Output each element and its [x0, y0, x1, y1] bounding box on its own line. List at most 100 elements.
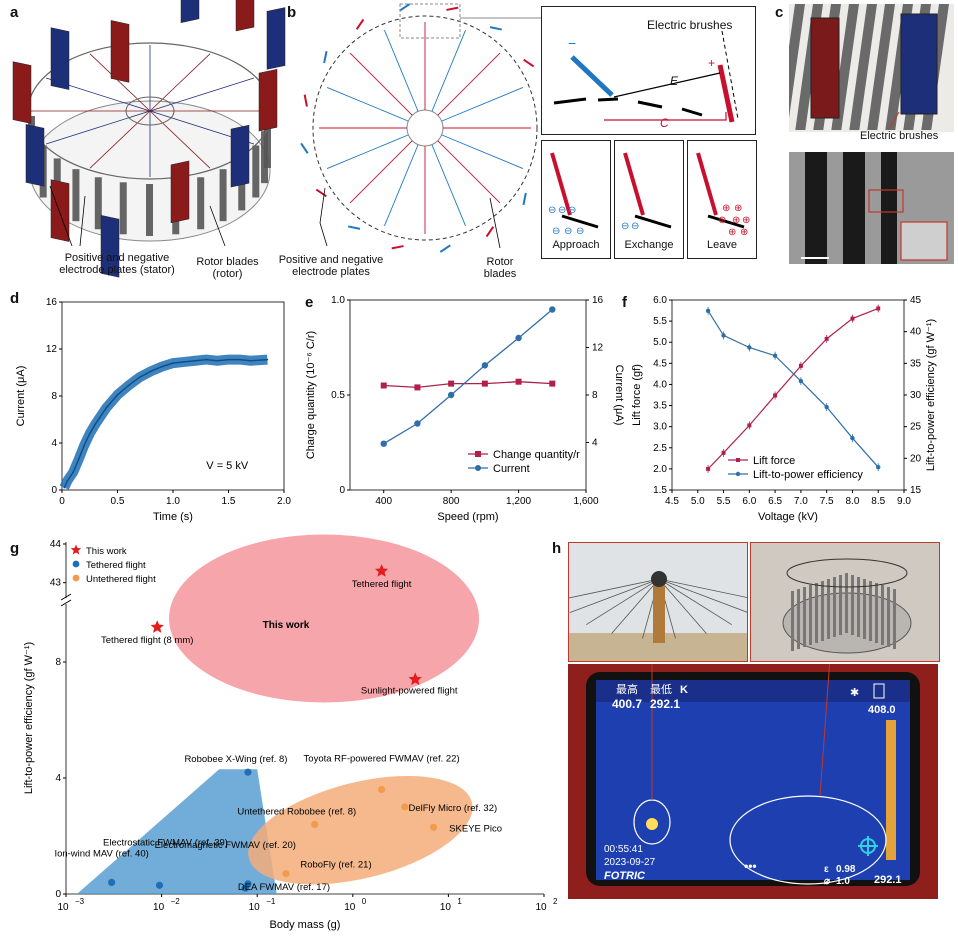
data-point — [824, 336, 829, 341]
data-point — [155, 881, 164, 889]
panel-b-schematic — [300, 3, 550, 253]
y-right-tick-label: 25 — [910, 422, 922, 433]
electrode-plate — [303, 94, 308, 107]
series-line — [707, 310, 879, 468]
data-point — [850, 316, 855, 321]
star-marker — [70, 544, 82, 555]
legend-label: Current — [493, 463, 530, 475]
point-label: Robobee X-Wing (ref. 8) — [184, 754, 287, 765]
brush-segment — [553, 97, 587, 105]
rotor-blade — [803, 587, 806, 647]
data-point — [238, 358, 241, 361]
data-point — [127, 384, 130, 387]
negative-plate — [900, 13, 938, 115]
x-tick-label: 5.5 — [717, 496, 731, 507]
panel-letter-e: e — [305, 294, 314, 311]
electrode-plate — [446, 6, 459, 11]
y-tick-label: 0 — [51, 485, 57, 496]
x-tick-label: 1,200 — [506, 496, 531, 507]
series-line — [383, 309, 553, 445]
color-scale-bar — [886, 720, 896, 860]
x-tick-exponent: 1 — [457, 897, 462, 906]
rotor-blade — [119, 182, 127, 235]
pointer-line — [819, 664, 831, 797]
data-point — [447, 391, 455, 399]
electrode-plate — [485, 226, 495, 238]
hot-spot — [646, 818, 658, 830]
hub — [651, 571, 667, 587]
pointer-line — [79, 195, 86, 247]
data-point — [83, 444, 85, 447]
y-tick-label: 16 — [46, 297, 58, 308]
emissivity-value: 0.98 — [836, 864, 856, 875]
thermal-date: 2023-09-27 — [604, 857, 656, 868]
panel-letter-h: h — [552, 540, 562, 557]
rotor-blade — [197, 177, 205, 230]
y-tick-label: 3.5 — [653, 401, 667, 412]
panel-b-rotor-label: Rotor blades — [483, 256, 517, 280]
spoke-line — [384, 29, 419, 112]
x-tick-exponent: 0 — [362, 897, 367, 906]
y-tick-label: 0 — [339, 485, 345, 496]
data-point — [772, 353, 778, 358]
data-point — [244, 768, 252, 776]
point-label: Untethered Robobee (ref. 8) — [237, 806, 356, 817]
data-point — [72, 471, 74, 474]
charge-symbol: ⊕ — [718, 215, 726, 226]
x-tick-label: 6.5 — [768, 496, 782, 507]
legend-marker — [735, 471, 741, 477]
rotor-blade-frame — [658, 578, 747, 613]
data-point — [414, 384, 421, 391]
brush-bar — [634, 214, 672, 229]
x-tick-label: 10 — [344, 902, 356, 913]
y-tick-label: 2.5 — [653, 443, 667, 454]
electrode-plate — [266, 7, 286, 70]
rotor-blade — [875, 583, 878, 643]
x-tick-exponent: −3 — [75, 897, 85, 906]
distance-symbol: ⌀ — [824, 876, 831, 887]
data-point — [161, 365, 163, 368]
legend-label: Tethered flight — [86, 560, 146, 571]
x-tick-exponent: −2 — [171, 897, 181, 906]
panel-h-photo-right — [750, 542, 940, 662]
electrode-plate — [258, 68, 278, 132]
rotor-blade — [849, 4, 878, 130]
data-point — [515, 334, 522, 342]
rotor-blade — [887, 587, 890, 647]
panel-c-micrograph-drawing — [789, 152, 954, 264]
thermal-more-dots[interactable]: ••• — [744, 859, 757, 873]
inset-C-label: C — [660, 116, 669, 130]
drum-top — [786, 558, 908, 588]
x-tick-label: 10 — [57, 902, 69, 913]
y-right-axis-label: Current (μA) — [613, 365, 625, 426]
data-point — [798, 378, 804, 384]
x-axis-label: Speed (rpm) — [437, 511, 498, 523]
spoke-line — [441, 134, 524, 169]
mount-post — [653, 583, 665, 643]
current-trace — [63, 358, 268, 488]
charge-symbol: ⊖ — [552, 226, 560, 237]
thermal-max-value: 400.7 — [612, 697, 643, 711]
y-axis-label: Lift force (gf) — [631, 364, 643, 426]
axis-break-mark — [60, 599, 72, 607]
y-right-tick-label: 8 — [592, 390, 598, 401]
x-tick-label: 1.5 — [222, 496, 236, 507]
rotor-blade — [867, 4, 896, 130]
thermal-scale-bottom: 292.1 — [874, 874, 902, 886]
data-point — [205, 358, 208, 361]
y-axis-label: Lift-to-power efficiency (gf W⁻¹) — [23, 642, 35, 794]
x-tick-label: 7.0 — [794, 496, 808, 507]
data-point — [824, 404, 829, 410]
micrograph-stripe — [805, 152, 827, 264]
data-point — [249, 359, 252, 362]
step-approach-drawing: ⊖ ⊖ ⊖⊖ ⊖ ⊖ — [548, 152, 599, 237]
spoke-line — [384, 144, 419, 227]
rotor-blade — [869, 581, 872, 641]
data-point — [876, 465, 881, 470]
field-arrow-E — [613, 72, 721, 98]
rotor-blade — [252, 145, 260, 198]
legend-marker — [475, 465, 481, 471]
data-point — [747, 423, 752, 428]
plot-frame — [349, 299, 587, 491]
bluetooth-icon: ✱ — [850, 687, 859, 699]
